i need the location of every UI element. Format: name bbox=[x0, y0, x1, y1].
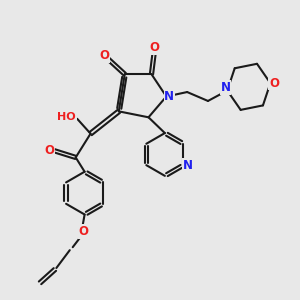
Text: O: O bbox=[269, 76, 279, 90]
Text: N: N bbox=[164, 90, 174, 103]
Text: N: N bbox=[221, 81, 231, 94]
Text: O: O bbox=[100, 49, 110, 62]
Text: O: O bbox=[44, 143, 54, 157]
Text: O: O bbox=[149, 41, 160, 54]
Text: N: N bbox=[183, 159, 193, 172]
Text: HO: HO bbox=[58, 112, 76, 122]
Text: O: O bbox=[79, 225, 89, 238]
